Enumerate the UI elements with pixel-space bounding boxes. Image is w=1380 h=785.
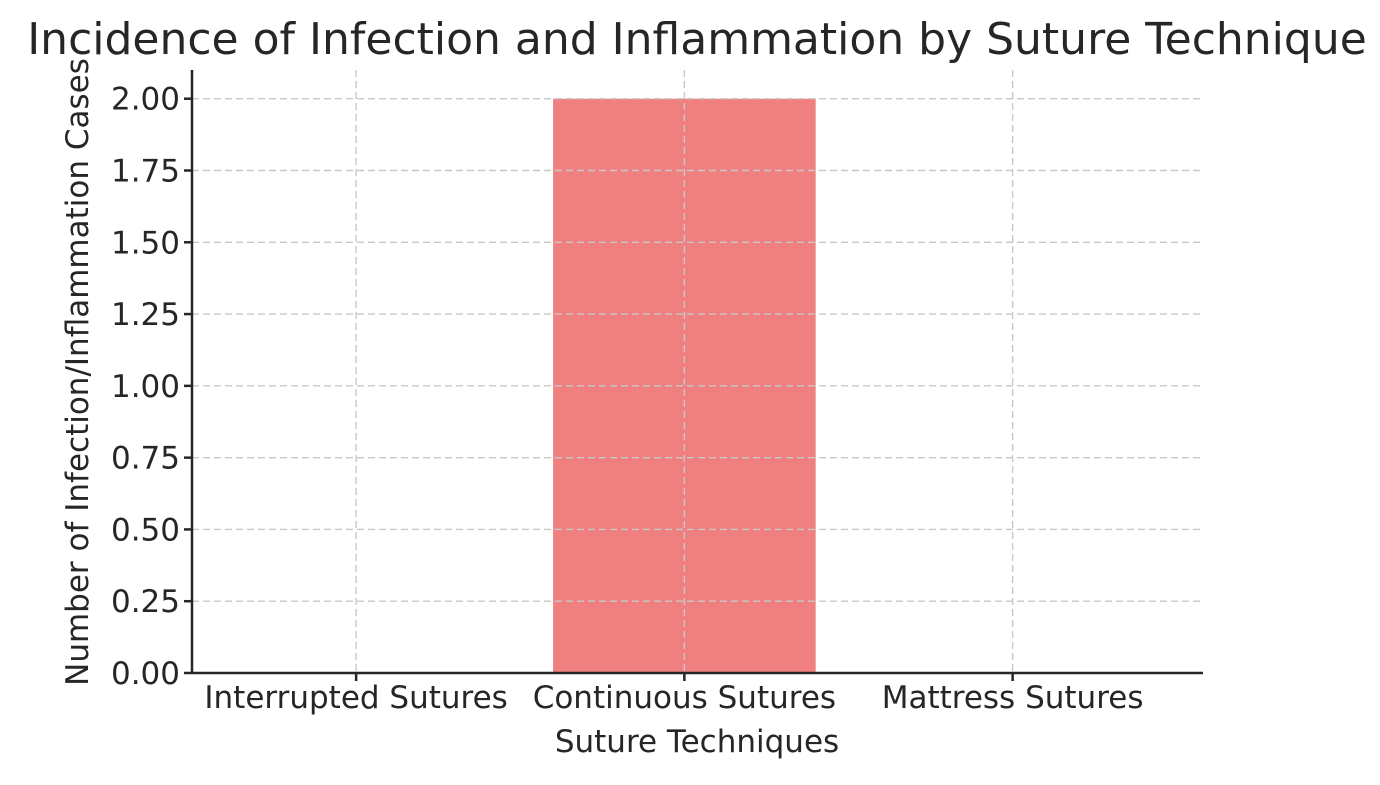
x-axis-label: Suture Techniques [555,724,839,760]
y-tick-label: 2.00 [111,82,180,118]
y-tick-label: 1.00 [111,369,180,405]
y-tick-label: 0.25 [111,584,180,620]
y-tick-label: 0.50 [111,512,180,548]
y-tick-label: 0.75 [111,441,180,477]
ticks: 0.00 0.25 0.50 0.75 1.00 1.25 1.50 1.75 2.00 Inte… [111,82,1144,716]
x-tick-label: Interrupted Sutures [204,680,507,716]
y-tick-label: 1.75 [111,154,180,190]
x-tick-label: Continuous Sutures [533,680,836,716]
y-tick-label: 0.00 [111,656,180,692]
x-tick-label: Mattress Sutures [882,680,1144,716]
y-tick-label: 1.50 [111,225,180,261]
y-axis-label: Number of Infection/Inflammation Cases [60,58,96,686]
y-tick-label: 1.25 [111,297,180,333]
chart-title: Incidence of Infection and Inflammation … [27,14,1367,65]
